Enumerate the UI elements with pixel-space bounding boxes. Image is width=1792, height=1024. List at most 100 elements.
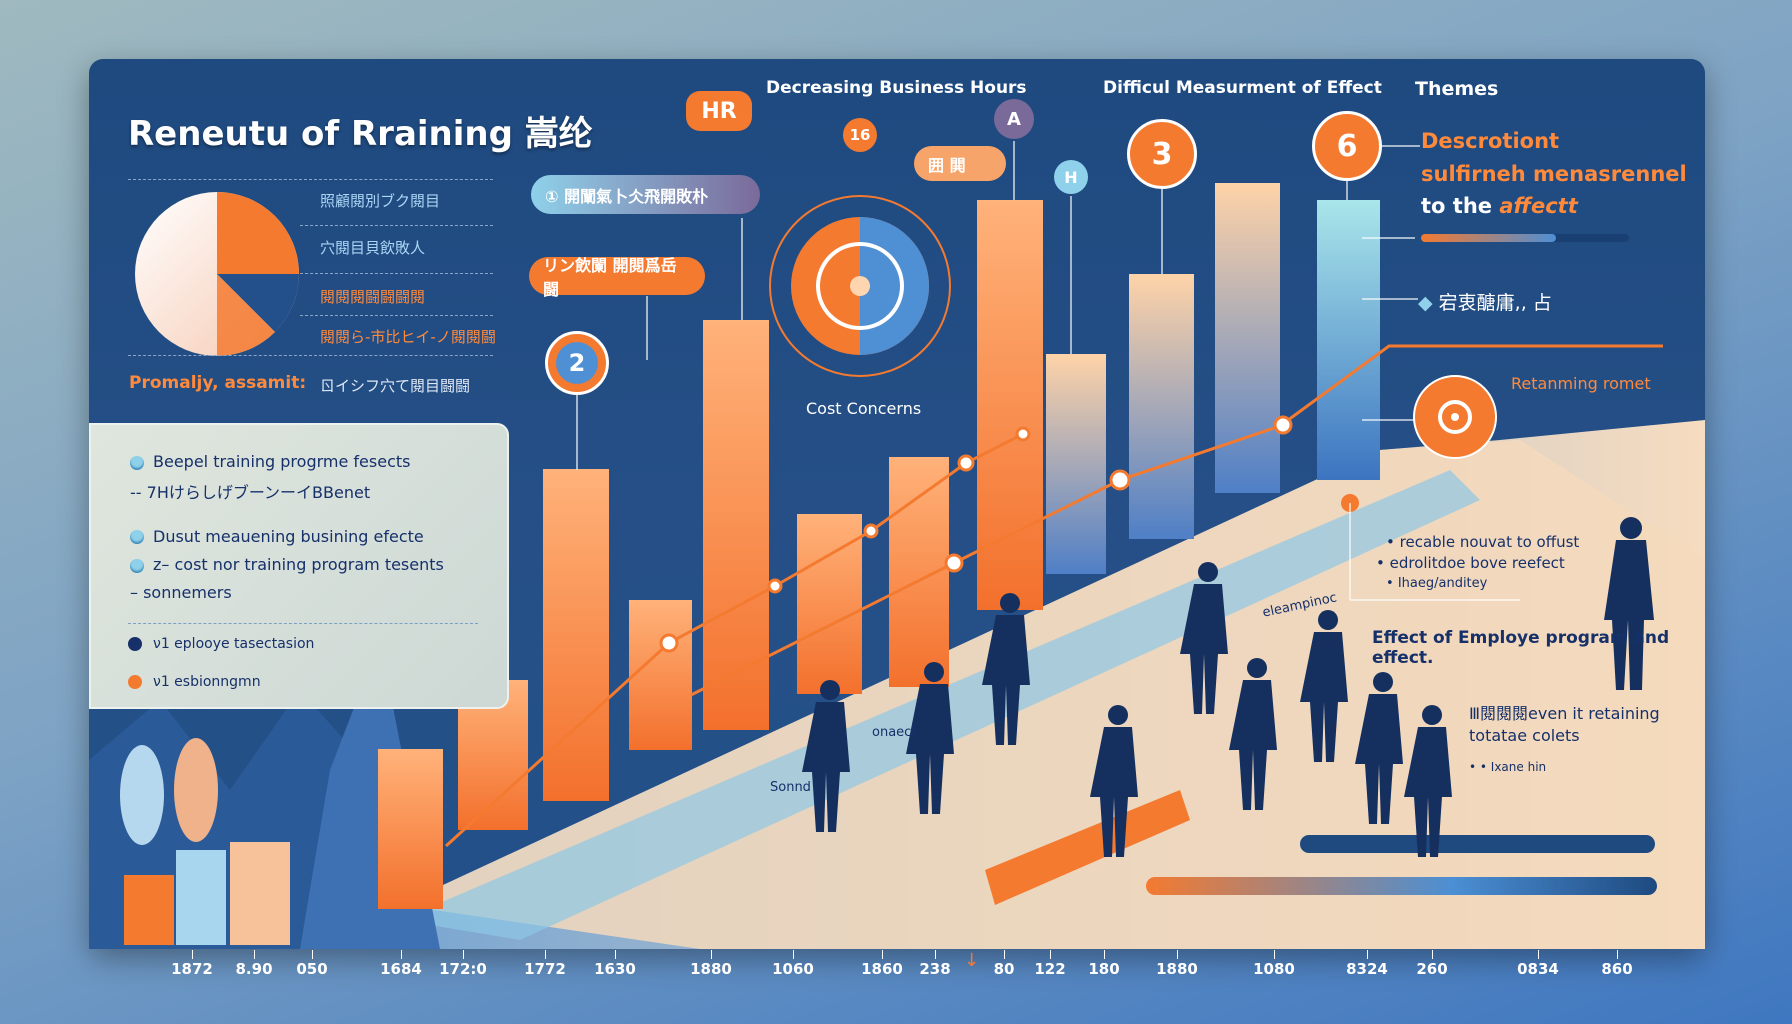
axis-tick — [1617, 950, 1618, 959]
target-icon — [1413, 375, 1497, 459]
axis-tick-label: 122 — [1034, 960, 1066, 978]
bar — [230, 842, 290, 945]
diamond-icon: ◆ — [1418, 292, 1433, 314]
axis-tick-label: 1860 — [861, 960, 903, 978]
legend-dot-navy — [128, 637, 142, 651]
box-legend: ν1 esbionngmn — [153, 674, 261, 690]
prominent-label: Promaljy, assamit: — [129, 373, 307, 393]
pill-small: 囲 閧 — [914, 146, 1006, 181]
tree — [120, 745, 164, 845]
person — [982, 593, 1030, 745]
axis-tick-label: 860 — [1601, 960, 1633, 978]
label-difficult-measurement: Difficul Measurment of Effect — [1103, 78, 1382, 98]
person — [1404, 705, 1452, 857]
box-legend: ν1 eplooye tasectasion — [153, 636, 315, 652]
axis-tick-label: 80 — [993, 960, 1015, 978]
axis-tick — [1104, 950, 1105, 959]
bullet-icon — [130, 530, 144, 544]
person — [906, 662, 954, 814]
axis-tick-label: 0834 — [1517, 960, 1559, 978]
axis-tick — [192, 950, 193, 959]
orange-strip — [985, 790, 1190, 905]
box-item: z– cost nor training program tesents — [153, 555, 444, 574]
progress-bar — [1421, 234, 1629, 242]
bar — [1215, 183, 1280, 493]
person — [1604, 517, 1654, 690]
box-item-text: 7HけらしげブーンーイBBenet — [146, 483, 371, 502]
bar — [1046, 354, 1106, 574]
desc-line: sulfirneh menasrennel — [1421, 162, 1687, 186]
bar — [378, 749, 443, 909]
trend-line-1 — [444, 432, 1024, 848]
axis-tick-label: 1630 — [594, 960, 636, 978]
box-item: – sonnemers — [130, 583, 232, 602]
donut-target — [769, 195, 951, 377]
axis-tick-label: 172:0 — [439, 960, 487, 978]
hr-badge: HR — [686, 91, 752, 131]
bar — [176, 850, 226, 945]
axis-tick-label: 1880 — [690, 960, 732, 978]
business-people — [802, 517, 1654, 857]
axis-tick-label: 8324 — [1346, 960, 1388, 978]
axis-tick-label: 1880 — [1156, 960, 1198, 978]
pie-chart — [135, 192, 299, 356]
page-title: Reneutu of Rraining 嵩纶 — [128, 114, 593, 154]
right-bullet-text: Ihaeg/anditey — [1397, 576, 1488, 591]
axis-tick — [401, 950, 402, 959]
badge-16: 16 — [843, 118, 877, 152]
diamond-item-text: 宕衷醣庸,, 占 — [1438, 292, 1552, 314]
badge-a: A — [994, 99, 1034, 139]
bullet-icon — [130, 456, 144, 470]
bar — [1317, 200, 1380, 480]
badge-6: 6 — [1312, 111, 1382, 181]
label-themes: Themes — [1415, 78, 1499, 100]
badge-h: H — [1054, 160, 1088, 194]
pill-teal: ① 開闡氣卜仌飛開敗朴 — [531, 175, 760, 214]
axis-tick — [1538, 950, 1539, 959]
bar — [889, 457, 949, 687]
bar — [543, 469, 609, 801]
axis-tick — [1050, 950, 1051, 959]
bar — [977, 200, 1043, 610]
diamond-item: ◆ 宕衷醣庸,, 占 — [1418, 288, 1552, 315]
bar — [1129, 274, 1194, 539]
axis-tick — [545, 950, 546, 959]
box-item: Dusut meauening busining efecte — [153, 527, 424, 546]
legend-dot-orange — [128, 675, 142, 689]
badge-2: 2 — [545, 331, 609, 395]
legend-item: 閱閱ら-市比ヒイ-ノ閱閱闘 — [320, 328, 496, 346]
right-bullet: • Ihaeg/anditey — [1386, 576, 1488, 591]
axis-tick — [1367, 950, 1368, 959]
axis-tick-label: 1060 — [772, 960, 814, 978]
desc-text: to the — [1421, 194, 1500, 218]
prominent-value: ㄖイシフ穴て閱目闘闘 — [320, 377, 471, 395]
bar — [629, 600, 692, 750]
legend-item: 照顧閱別ブク閱目 — [320, 192, 441, 210]
axis-tick-label: 260 — [1416, 960, 1448, 978]
badge-3: 3 — [1127, 119, 1197, 189]
box-item-text: sonnemers — [143, 583, 232, 602]
box-item: -- 7HけらしげブーンーイBBenet — [130, 483, 371, 502]
axis-tick — [463, 950, 464, 959]
label-decreasing-hours: Decreasing Business Hours — [766, 78, 1027, 98]
bar — [703, 320, 769, 730]
left-info-box — [89, 423, 509, 709]
note-line: totatae colets — [1469, 726, 1580, 745]
person — [802, 680, 850, 832]
bar — [124, 875, 174, 945]
note-line: Ⅲ閱閱閱even it retaining — [1469, 704, 1660, 723]
trend-line-2 — [690, 344, 1663, 697]
right-bullet-text: recable nouvat to offust — [1399, 533, 1580, 551]
axis-tick — [1004, 950, 1005, 959]
desc-line: to the affectt — [1421, 194, 1578, 218]
right-bullet: • recable nouvat to offust — [1386, 533, 1580, 551]
axis-tick-label: 1872 — [171, 960, 213, 978]
axis-tick-label: 1772 — [524, 960, 566, 978]
box-item: Beepel training progrme fesects — [153, 452, 411, 471]
person — [1180, 562, 1228, 714]
pill-orange: リン飲闌 開閱爲岳闘 — [529, 256, 705, 299]
scene-label: onaect — [872, 725, 917, 740]
axis-tick — [711, 950, 712, 959]
axis-tick-label: 180 — [1088, 960, 1120, 978]
